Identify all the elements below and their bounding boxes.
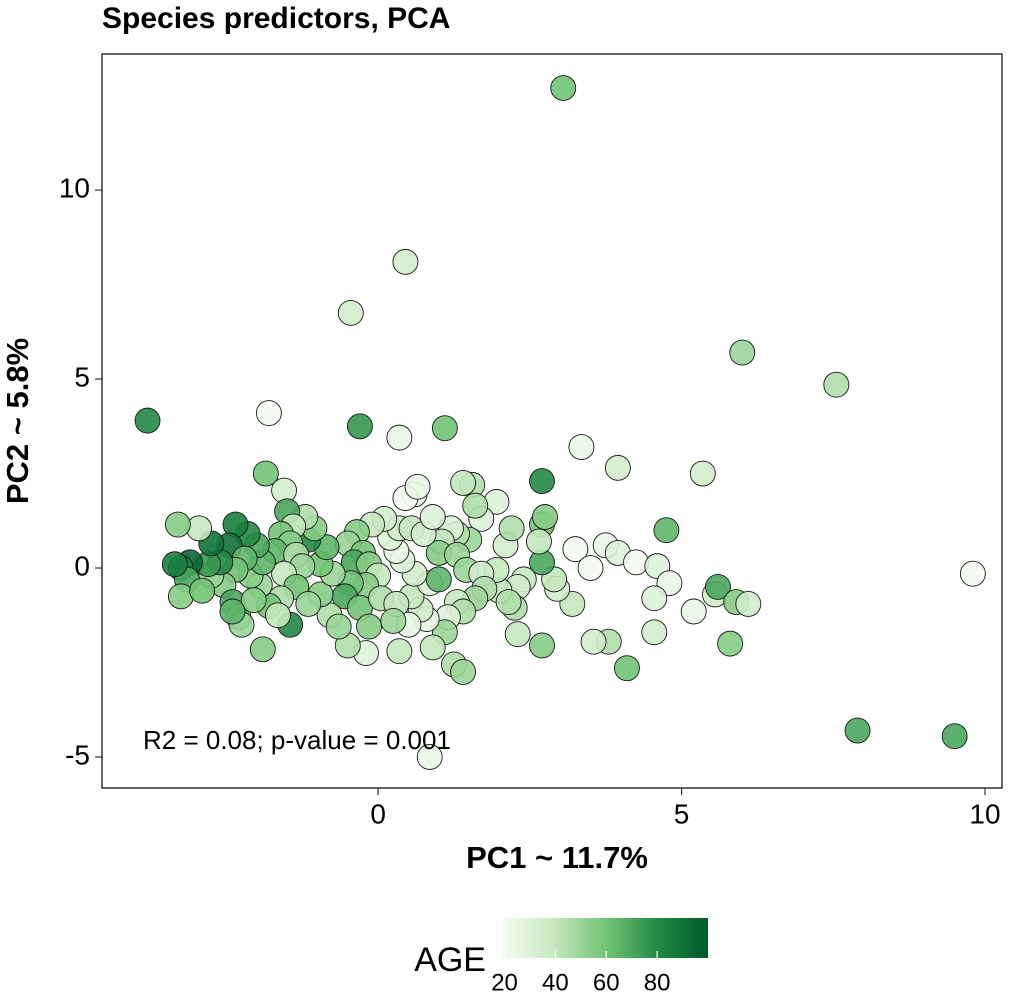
point: [419, 504, 446, 530]
point: [823, 371, 850, 398]
point: [717, 630, 744, 657]
y-tick-label: 10: [59, 172, 90, 203]
point: [386, 638, 413, 665]
point: [404, 473, 431, 500]
point: [416, 744, 443, 770]
plot-frame: [101, 53, 1003, 789]
point: [240, 587, 267, 614]
point: [462, 492, 489, 519]
chart-title: Species predictors, PCA: [102, 2, 450, 35]
y-axis-label: PC2 ~ 5.8%: [0, 338, 35, 504]
colorbar-tick-label: 60: [593, 969, 620, 996]
point: [653, 517, 680, 544]
point: [562, 536, 589, 563]
point: [219, 598, 246, 625]
point: [580, 628, 607, 655]
point: [568, 434, 595, 461]
point: [735, 590, 762, 617]
point: [450, 470, 477, 496]
point: [164, 511, 191, 538]
point: [255, 400, 282, 427]
point: [604, 454, 631, 481]
x-axis-label: PC1 ~ 11.7%: [466, 840, 648, 875]
point: [623, 549, 650, 576]
point: [529, 468, 555, 495]
point: [529, 632, 555, 659]
point: [450, 659, 477, 685]
point: [425, 566, 452, 593]
y-tick-label: -5: [65, 739, 90, 770]
point: [495, 589, 522, 615]
colorbar-title: AGE: [414, 941, 486, 979]
point: [356, 613, 382, 640]
y-tick-label: 0: [74, 550, 90, 581]
point: [526, 528, 552, 555]
point: [392, 248, 419, 275]
annotation: R2 = 0.08; p-value = 0.001: [143, 725, 451, 755]
point: [550, 75, 577, 101]
y-tick-label: 5: [74, 361, 90, 392]
point: [189, 577, 216, 604]
x-tick-label: 10: [969, 798, 1000, 829]
points: [134, 75, 986, 770]
point: [641, 585, 668, 612]
point: [498, 515, 525, 542]
point: [346, 413, 373, 440]
point: [959, 560, 986, 587]
point: [613, 655, 640, 682]
point: [186, 515, 213, 542]
point: [295, 590, 322, 617]
point: [641, 619, 668, 646]
x-tick-label: 0: [370, 798, 386, 829]
point: [431, 415, 458, 442]
point: [161, 551, 188, 578]
point: [249, 636, 276, 663]
point: [337, 299, 364, 326]
point: [844, 717, 871, 744]
colorbar-tick-label: 80: [644, 969, 671, 996]
point: [577, 555, 604, 581]
colorbar-tick-label: 20: [491, 969, 518, 996]
x-tick-label: 5: [674, 798, 690, 829]
point: [705, 573, 731, 600]
colorbar-tick-label: 40: [542, 969, 569, 996]
point: [134, 407, 161, 434]
point: [386, 424, 413, 451]
point: [504, 621, 531, 648]
point: [689, 460, 716, 487]
point: [680, 598, 707, 625]
point: [252, 460, 279, 487]
point: [419, 634, 446, 661]
colorbar: [502, 918, 708, 958]
point: [941, 723, 968, 750]
point: [532, 504, 558, 530]
point: [380, 607, 407, 634]
point: [729, 339, 756, 366]
point: [265, 602, 291, 629]
point: [325, 613, 352, 640]
